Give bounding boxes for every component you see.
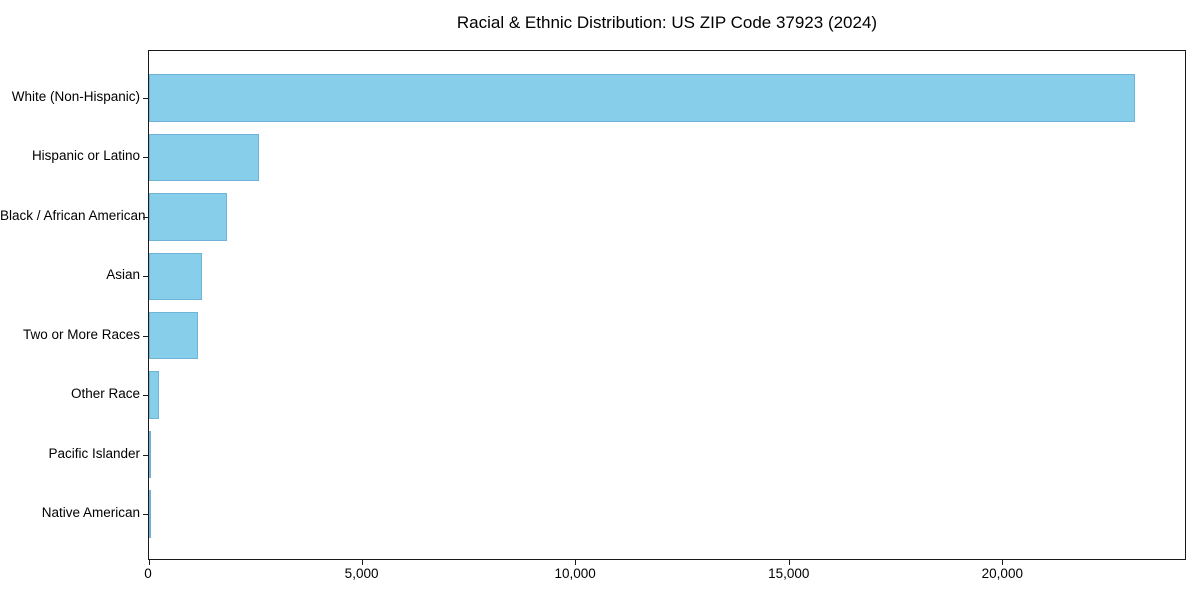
bar	[149, 490, 151, 538]
bar	[149, 430, 151, 479]
bar	[149, 311, 199, 360]
y-tick	[143, 454, 148, 456]
y-tick	[143, 276, 148, 278]
y-tick-label: Native American	[41, 505, 140, 521]
x-tick-label: 0	[144, 566, 152, 581]
y-tick	[143, 97, 148, 99]
y-tick	[143, 514, 148, 516]
x-tick	[1001, 560, 1003, 565]
y-tick	[143, 216, 148, 218]
y-tick	[143, 335, 148, 337]
y-tick-label: Asian	[106, 267, 140, 283]
x-tick-label: 15,000	[768, 566, 810, 581]
x-tick-label: 5,000	[344, 566, 379, 581]
x-tick	[575, 560, 577, 565]
bar	[149, 252, 202, 301]
y-tick-label: Black / African American	[0, 207, 146, 223]
y-tick-label: White (Non-Hispanic)	[11, 88, 140, 104]
x-tick	[149, 560, 150, 565]
y-tick-label: Other Race	[70, 386, 140, 402]
x-tick	[362, 560, 364, 565]
bar	[149, 193, 228, 241]
x-tick	[788, 560, 790, 565]
bar	[149, 74, 1136, 122]
bar	[149, 133, 259, 182]
y-tick	[143, 395, 148, 397]
chart-title: Racial & Ethnic Distribution: US ZIP Cod…	[456, 13, 878, 32]
y-tick-label: Hispanic or Latino	[31, 148, 140, 164]
y-tick-label: Two or More Races	[22, 326, 140, 342]
y-axis-labels: White (Non-Hispanic) Hispanic or Latino Bl…	[0, 50, 146, 560]
y-tick	[143, 157, 148, 159]
x-tick-label: 10,000	[554, 566, 596, 581]
x-tick-label: 20,000	[981, 566, 1023, 581]
plot-area	[143, 50, 1186, 565]
x-axis-labels: 0 5,000 10,000 15,000 20,000	[144, 566, 1186, 586]
bar	[149, 371, 160, 419]
y-tick-label: Pacific Islander	[48, 445, 140, 461]
